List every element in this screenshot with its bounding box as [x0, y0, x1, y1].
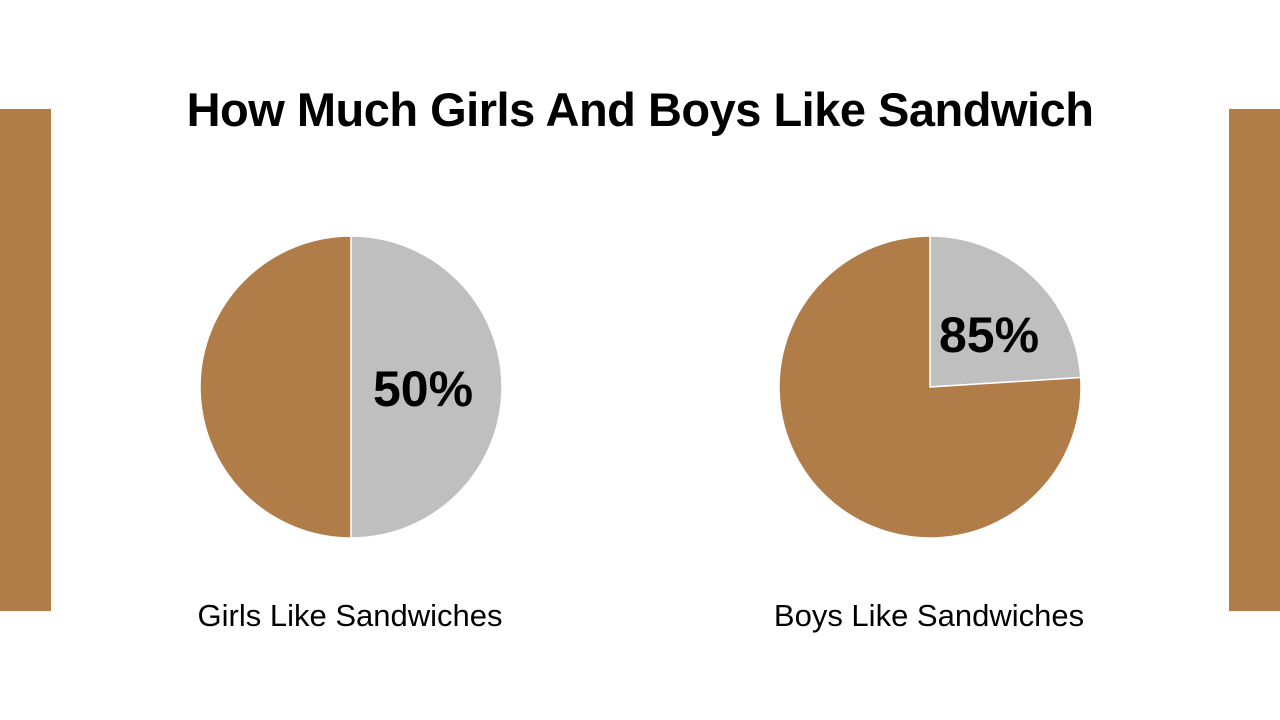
caption-girls: Girls Like Sandwiches [197, 598, 503, 633]
data-label-girls: 50% [373, 361, 473, 417]
slice-girls-dislike [199, 235, 352, 539]
pie-chart-boys: 85% [778, 235, 1082, 539]
data-label-boys: 85% [939, 307, 1039, 363]
slice-boys-dislike [778, 235, 1082, 539]
caption-boys: Boys Like Sandwiches [773, 598, 1085, 633]
slice-girls-like [350, 235, 503, 539]
left-accent-bar [0, 109, 51, 611]
right-accent-bar [1229, 109, 1280, 611]
slice-boys-like [929, 235, 1082, 388]
pie-chart-girls: 50% [199, 235, 503, 539]
slide-title: How Much Girls And Boys Like Sandwich [186, 83, 1094, 136]
